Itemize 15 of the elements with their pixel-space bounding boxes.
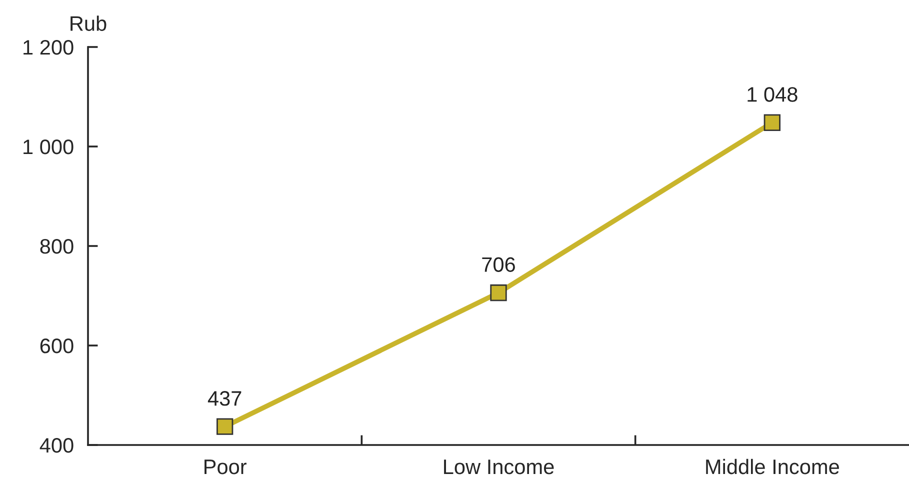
data-label: 1 048 [748, 87, 798, 102]
y-tick-label: 1 200 [24, 40, 74, 55]
y-tick-label: 1 000 [24, 140, 74, 154]
point [764, 114, 780, 131]
data-label: 437 [208, 391, 242, 406]
data-label: 706 [482, 257, 515, 272]
x-tick-label: Low Income [444, 460, 554, 474]
y-axis-title: Rub [70, 16, 106, 31]
x-tick-label: Poor [204, 460, 246, 474]
point [490, 284, 507, 302]
y-tick-label: 800 [40, 239, 74, 254]
y-tick-label: 600 [40, 338, 74, 354]
x-tick-label: Middle Income [706, 458, 839, 474]
y-tick-label: 400 [40, 438, 74, 453]
point [216, 418, 234, 435]
